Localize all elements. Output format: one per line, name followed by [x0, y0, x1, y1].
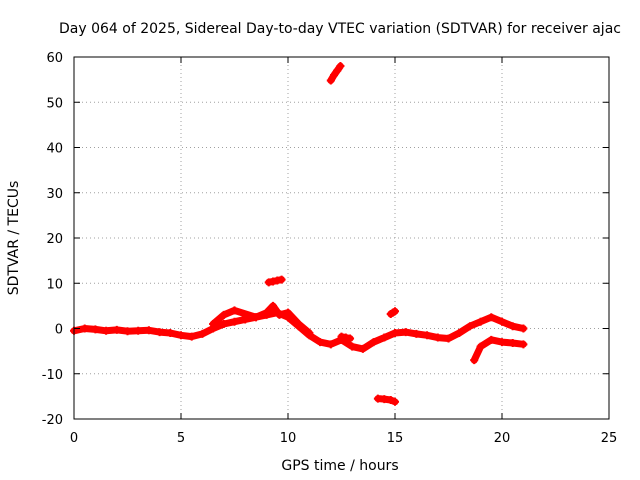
y-tick-label: 50 [46, 96, 63, 111]
chart-title: Day 064 of 2025, Sidereal Day-to-day VTE… [59, 21, 621, 37]
data-point [198, 329, 207, 338]
data-point [508, 338, 517, 347]
x-tick-label: 20 [494, 431, 511, 446]
axis-ticks: 0 5 10 15 20 25 -20 -10 0 10 20 30 40 50 60 [42, 51, 618, 446]
data-point [102, 326, 111, 335]
data-point [391, 397, 399, 406]
data-point [326, 76, 335, 85]
data-point [277, 275, 286, 284]
data-point [155, 328, 164, 337]
x-axis-label: GPS time / hours [281, 458, 398, 474]
data-point [305, 329, 314, 338]
data-point [476, 342, 485, 351]
data-point [112, 325, 121, 334]
data-point [519, 340, 528, 349]
series-segment-near-56 [326, 62, 345, 85]
data-point [294, 319, 303, 328]
series-segment-near-10 [264, 275, 286, 287]
series-main-trace [70, 308, 528, 353]
grid-lines [74, 57, 609, 419]
data-point [219, 310, 228, 319]
data-point [230, 306, 239, 315]
data-point [144, 326, 153, 335]
x-tick-label: 0 [70, 431, 78, 446]
data-point [358, 344, 367, 353]
data-point [187, 332, 196, 341]
data-point [251, 313, 260, 322]
x-tick-label: 15 [387, 431, 404, 446]
data-point [412, 329, 421, 338]
data-point [444, 334, 453, 343]
data-point [346, 334, 355, 343]
y-tick-label: 60 [46, 51, 63, 66]
data-point [230, 317, 239, 326]
y-tick-label: 20 [46, 232, 63, 247]
data-points [70, 62, 528, 406]
data-point [91, 325, 100, 334]
series-segment-near-minus16 [373, 394, 399, 406]
data-point [519, 324, 528, 333]
data-point [369, 338, 378, 347]
series-lower-branch [470, 335, 528, 365]
data-point [386, 395, 395, 404]
data-point [498, 338, 506, 347]
data-point [423, 331, 432, 340]
data-point [209, 319, 218, 328]
y-tick-label: 40 [46, 142, 63, 157]
x-tick-label: 25 [601, 431, 618, 446]
data-point [470, 356, 479, 365]
data-point [262, 308, 271, 317]
data-point [401, 328, 410, 337]
data-point [336, 62, 345, 71]
series-upper-branch [209, 301, 314, 338]
data-point [391, 307, 399, 316]
data-point [177, 331, 185, 340]
x-tick-label: 5 [177, 431, 185, 446]
data-point [487, 313, 496, 322]
series-segment-near-3 [386, 307, 399, 319]
data-point [80, 324, 89, 333]
data-point [330, 71, 339, 80]
y-tick-label: 0 [55, 323, 63, 338]
y-tick-label: -20 [42, 413, 63, 428]
data-point [391, 329, 399, 338]
data-point [465, 322, 474, 331]
data-point [433, 333, 442, 342]
series-trace [209, 302, 313, 337]
data-point [498, 317, 506, 326]
x-tick-label: 10 [280, 431, 297, 446]
data-point [316, 338, 325, 347]
data-point [326, 340, 335, 349]
data-point [269, 301, 278, 310]
series-segment-near-minus2 [337, 332, 355, 343]
data-point [380, 333, 389, 342]
series-trace [327, 62, 344, 84]
data-point [134, 326, 143, 335]
data-point [455, 329, 464, 338]
data-point [333, 66, 342, 75]
y-axis-label: SDTVAR / TECUs [6, 181, 22, 296]
y-tick-label: -10 [42, 368, 63, 383]
data-point [284, 308, 292, 317]
data-point [123, 327, 132, 336]
y-tick-label: 10 [46, 277, 63, 292]
data-point [275, 310, 284, 319]
data-point [487, 335, 496, 344]
data-point [348, 342, 357, 351]
data-point [508, 322, 517, 331]
data-point [166, 329, 175, 338]
y-tick-label: 30 [46, 187, 63, 202]
data-point [219, 319, 228, 328]
data-point [476, 317, 485, 326]
